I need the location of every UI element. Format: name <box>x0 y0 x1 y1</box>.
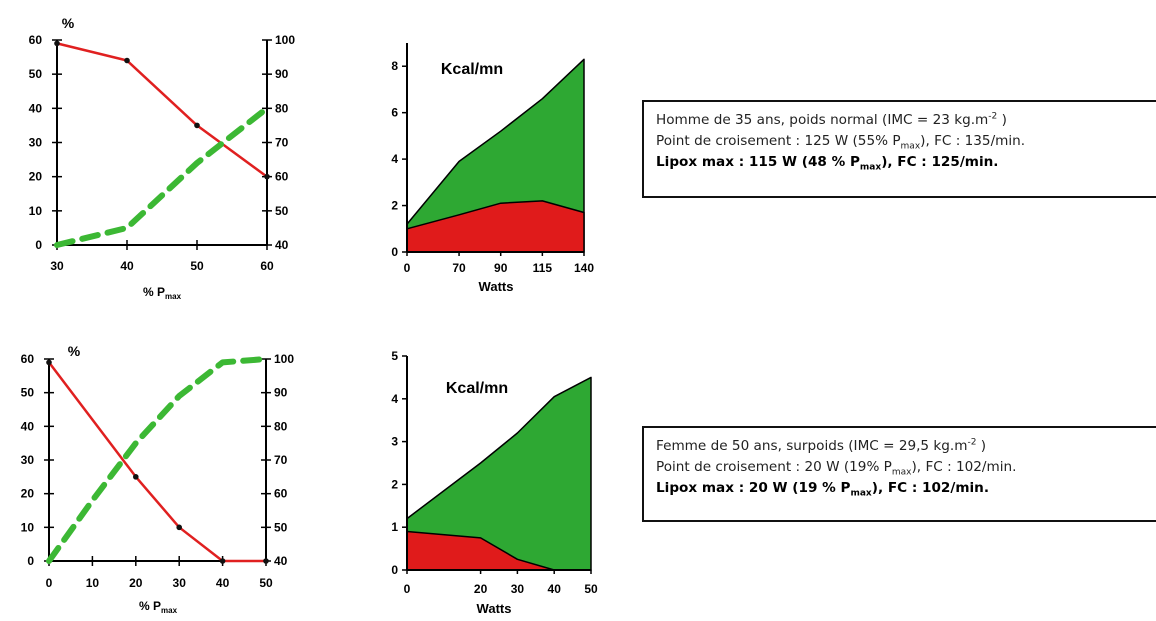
y-tick-label-left: 30 <box>29 136 43 150</box>
x-axis-title-main: % P <box>143 285 165 299</box>
y-axis-title: % <box>68 343 81 359</box>
series-point-red <box>219 558 226 564</box>
series-point-red <box>194 122 200 129</box>
y-tick-label-right: 40 <box>275 238 289 252</box>
x-tick-label: 0 <box>404 261 411 275</box>
x-tick-label: 50 <box>584 582 598 596</box>
series-point-red <box>264 173 270 180</box>
y-tick-label: 3 <box>391 435 398 449</box>
y-tick-label-right: 50 <box>275 204 289 218</box>
y-tick-label-right: 50 <box>274 520 288 534</box>
info-box-homme-line1: Homme de 35 ans, poids normal (IMC = 23 … <box>656 111 1007 128</box>
y-tick-label: 6 <box>391 106 398 120</box>
chart-unit-label: Kcal/mn <box>441 61 503 78</box>
series-line-red <box>55 42 269 178</box>
y-tick-label: 1 <box>391 520 398 534</box>
info-box-femme-line1: Femme de 50 ans, surpoids (IMC = 29,5 kg… <box>656 437 987 454</box>
series-line-red <box>47 361 268 563</box>
x-tick-label: 40 <box>120 259 134 273</box>
y-tick-label-left: 60 <box>29 33 43 47</box>
y-tick-label: 0 <box>391 563 398 577</box>
x-tick-label: 20 <box>129 576 143 590</box>
info-box-femme: Femme de 50 ans, surpoids (IMC = 29,5 kg… <box>642 426 1156 522</box>
info-box-femme-line2: Point de croisement : 20 W (19% Pmax), F… <box>656 459 1017 478</box>
y-tick-label-left: 0 <box>27 554 34 568</box>
y-tick-label-right: 80 <box>275 101 289 115</box>
y-tick-label: 2 <box>391 199 398 213</box>
info-box-homme-line2: Point de croisement : 125 W (55% Pmax), … <box>656 133 1026 152</box>
y-tick-label-right: 70 <box>275 136 289 150</box>
y-tick-label-left: 30 <box>21 453 35 467</box>
y-tick-label-left: 60 <box>21 352 35 366</box>
y-tick-label-right: 90 <box>274 386 288 400</box>
x-axis-title: Watts <box>479 279 514 294</box>
x-tick-label: 50 <box>190 259 204 273</box>
x-axis-title: Watts <box>477 601 512 616</box>
y-tick-label-right: 60 <box>275 170 289 184</box>
x-axis-title: % Pmax <box>139 599 178 615</box>
x-tick-label: 140 <box>574 261 594 275</box>
y-tick-label: 5 <box>391 349 398 363</box>
y-tick-label-right: 100 <box>275 33 295 47</box>
x-axis-title-main: % P <box>139 599 161 613</box>
y-tick-label-left: 50 <box>21 386 35 400</box>
y-tick-label-left: 40 <box>21 419 35 433</box>
series-line-green-dashed <box>46 356 269 564</box>
series-point-red <box>54 40 60 47</box>
x-tick-label: 0 <box>404 582 411 596</box>
y-tick-label-right: 100 <box>274 352 294 366</box>
y-tick-label-right: 90 <box>275 67 289 81</box>
info-box-femme-lipox: Lipox max : 20 W (19 % Pmax), FC : 102/m… <box>656 480 990 499</box>
y-tick-label: 4 <box>391 392 398 406</box>
series-line-green-dashed <box>54 105 270 248</box>
series-point-red <box>46 359 52 366</box>
x-tick-label: 30 <box>173 576 187 590</box>
x-tick-label: 40 <box>216 576 230 590</box>
y-tick-label: 0 <box>391 245 398 259</box>
series-point-red <box>124 57 130 64</box>
series-point-red <box>133 474 139 480</box>
y-tick-label: 8 <box>391 59 398 73</box>
y-tick-label-right: 70 <box>274 453 288 467</box>
x-tick-label: 10 <box>86 576 100 590</box>
x-tick-label: 90 <box>494 261 508 275</box>
x-axis-title: % Pmax <box>143 285 182 301</box>
x-tick-label: 50 <box>259 576 273 590</box>
y-tick-label-left: 0 <box>35 238 42 252</box>
y-tick-label: 2 <box>391 477 398 491</box>
info-box-homme-lipox: Lipox max : 115 W (48 % Pmax), FC : 125/… <box>656 154 999 173</box>
y-tick-label-left: 40 <box>29 101 43 115</box>
x-axis-title-sub: max <box>161 606 178 615</box>
x-axis-title-sub: max <box>165 292 182 301</box>
y-tick-label-right: 40 <box>274 554 288 568</box>
x-tick-label: 0 <box>46 576 53 590</box>
x-tick-label: 115 <box>533 261 553 275</box>
chart-unit-label: Kcal/mn <box>446 380 508 397</box>
y-tick-label: 4 <box>391 152 398 166</box>
x-tick-label: 70 <box>452 261 466 275</box>
y-axis-title: % <box>62 15 75 31</box>
y-tick-label-right: 60 <box>274 487 288 501</box>
x-tick-label: 40 <box>548 582 562 596</box>
x-tick-label: 30 <box>511 582 525 596</box>
x-tick-label: 30 <box>50 259 64 273</box>
series-point-red <box>176 524 182 531</box>
y-tick-label-right: 80 <box>274 419 288 433</box>
y-tick-label-left: 10 <box>29 204 43 218</box>
y-tick-label-left: 20 <box>29 170 43 184</box>
chart-c2: 0 2 4 6 8 0 70 90 115 140 Kcal/mn Watts <box>391 43 594 294</box>
y-tick-label-left: 50 <box>29 67 43 81</box>
series-point-red <box>263 558 269 564</box>
y-tick-label-left: 10 <box>21 520 35 534</box>
info-box-homme: Homme de 35 ans, poids normal (IMC = 23 … <box>642 100 1156 198</box>
y-tick-label-left: 20 <box>21 487 35 501</box>
x-tick-label: 20 <box>474 582 488 596</box>
x-tick-label: 60 <box>260 259 274 273</box>
